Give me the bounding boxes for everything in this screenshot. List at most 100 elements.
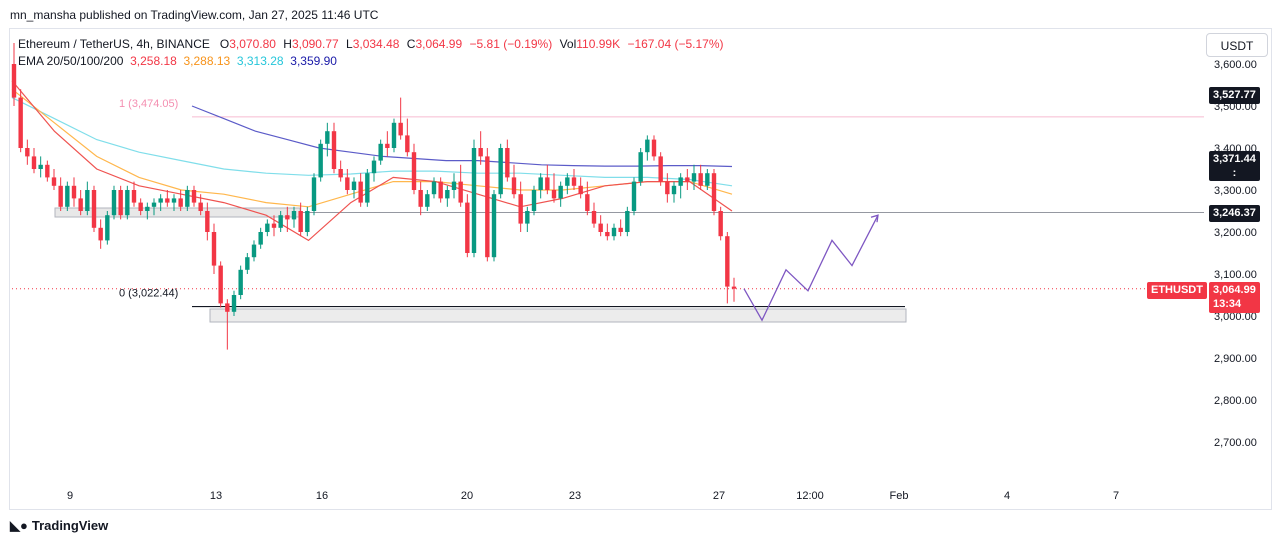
candle-body: [25, 148, 30, 157]
candle-body: [511, 177, 517, 195]
candle-body: [218, 265, 223, 304]
candle-body: [631, 181, 637, 211]
candle-body: [405, 135, 410, 153]
x-tick-label: Feb: [890, 490, 909, 502]
candle-body: [325, 131, 330, 144]
candle-body: [45, 164, 50, 178]
candle-body: [211, 232, 217, 266]
candle-body: [445, 190, 450, 199]
candle-body: [658, 156, 663, 182]
candle-body: [245, 257, 250, 270]
candle-body: [645, 139, 650, 153]
price-tag-high: 3,527.77: [1209, 87, 1260, 104]
candle-body: [691, 173, 697, 182]
candle-body: [131, 190, 137, 203]
candle-body: [11, 64, 17, 98]
candle-body: [478, 148, 483, 157]
candle-body: [71, 185, 77, 199]
candle-body: [265, 223, 270, 232]
y-tick-label: 2,900.00: [1214, 353, 1257, 365]
candle-body: [558, 185, 563, 199]
volume-change: −167.04 (−5.17%): [627, 37, 724, 51]
projection-path: [743, 214, 879, 322]
candle-body: [465, 202, 470, 253]
candle-body: [485, 156, 490, 258]
candle-body: [618, 227, 623, 232]
x-tick-label: 20: [461, 490, 473, 502]
candle-body: [538, 177, 543, 190]
candle-body: [285, 215, 290, 220]
candle-body: [591, 211, 597, 224]
candle-body: [311, 177, 317, 211]
support-zone-upper: [54, 207, 301, 218]
candle-body: [165, 198, 170, 203]
candle-body: [731, 286, 737, 289]
candle-body: [78, 198, 83, 211]
volume-label: Vol: [559, 37, 577, 51]
candle-body: [458, 181, 463, 203]
candle-body: [151, 202, 157, 207]
candle-body: [371, 160, 377, 174]
ema200-value: 3,359.90: [290, 54, 337, 68]
candle-body: [471, 148, 477, 253]
x-tick-label: 9: [67, 490, 73, 502]
x-tick-label: 16: [316, 490, 328, 502]
candle-body: [425, 194, 430, 207]
candle-body: [191, 190, 197, 203]
y-tick-label: 3,000.00: [1214, 311, 1257, 323]
candle-body: [111, 190, 117, 216]
candle-body: [138, 202, 143, 211]
candle-body: [185, 190, 190, 207]
price-tag-ema-sub: :: [1232, 167, 1237, 179]
candle-body: [431, 181, 437, 195]
change-value: −5.81 (−0.19%): [469, 37, 553, 51]
y-tick-label: 3,300.00: [1214, 185, 1257, 197]
tradingview-logo[interactable]: ◣● TradingView: [10, 518, 108, 534]
symbol-label[interactable]: Ethereum / TetherUS, 4h, BINANCE: [18, 37, 210, 51]
candle-body: [205, 211, 210, 232]
open-value: 3,070.80: [229, 37, 276, 51]
ema-label[interactable]: EMA 20/50/100/200: [18, 54, 124, 68]
candle-body: [98, 227, 103, 241]
candle-body: [685, 177, 690, 182]
candle-body: [171, 198, 177, 203]
candle-body: [411, 152, 417, 190]
candle-body: [545, 177, 550, 190]
candle-body: [298, 211, 303, 232]
candle-body: [438, 181, 443, 199]
y-tick-label: 3,100.00: [1214, 269, 1257, 281]
candle-body: [118, 190, 123, 216]
candle-body: [705, 173, 710, 186]
candle-body: [345, 177, 350, 190]
open-label: O: [219, 37, 230, 51]
candle-body: [31, 156, 37, 169]
projection-arrowhead: [870, 214, 879, 223]
candle-body: [665, 181, 670, 195]
fib-level-0-label: 0 (3,022.44): [119, 288, 178, 300]
candle-body: [338, 169, 343, 178]
candle-body: [398, 122, 403, 136]
candle-body: [158, 198, 163, 203]
y-tick-label: 3,600.00: [1214, 59, 1257, 71]
candle-body: [385, 143, 390, 148]
chart-frame: [9, 28, 1272, 510]
candle-body: [378, 143, 383, 161]
candle-body: [505, 148, 510, 178]
candle-body: [225, 303, 230, 312]
close-label: C: [406, 37, 416, 51]
demand-zone: [209, 308, 907, 323]
candle-body: [331, 131, 337, 169]
candle-body: [105, 215, 110, 241]
candle-body: [65, 185, 70, 207]
candle-body: [178, 198, 183, 207]
candle-body: [85, 190, 90, 211]
candle-body: [145, 206, 150, 211]
candle-body: [725, 236, 730, 287]
ema200-line: [191, 105, 733, 168]
candle-body: [271, 223, 277, 228]
low-value: 3,034.48: [352, 37, 400, 51]
currency-button[interactable]: USDT: [1206, 33, 1268, 57]
ema100-value: 3,313.28: [236, 54, 284, 68]
ema50-value: 3,288.13: [183, 54, 231, 68]
